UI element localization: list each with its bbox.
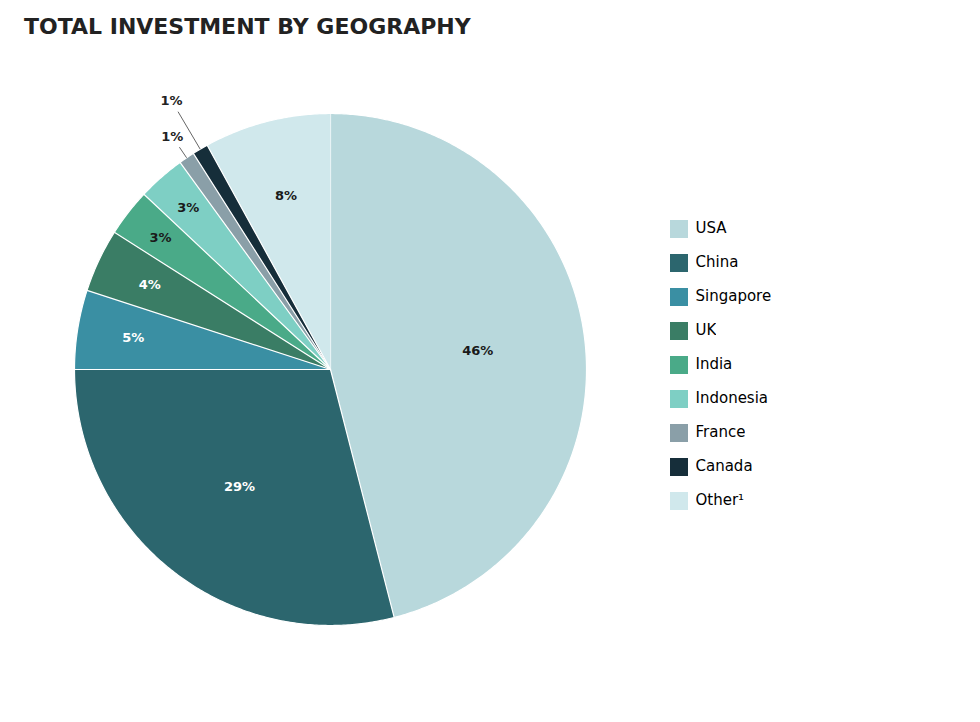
html-text:Singapore: Singapore xyxy=(695,287,772,306)
html-text:Indonesia: Indonesia xyxy=(695,389,768,408)
html-text:Other¹: Other¹ xyxy=(695,491,745,510)
svg-text:8%: 8% xyxy=(275,188,297,203)
html-text:Canada: Canada xyxy=(695,457,753,476)
svg-text:5%: 5% xyxy=(122,330,144,345)
html-text:USA: USA xyxy=(695,219,727,238)
html-text:China: China xyxy=(695,253,739,272)
svg-text:29%: 29% xyxy=(224,479,255,494)
html-text:India: India xyxy=(695,355,733,374)
html-text:France: France xyxy=(695,423,746,442)
svg-text:1%: 1% xyxy=(161,129,183,144)
html-text:TOTAL INVESTMENT BY GEOGRAPHY: TOTAL INVESTMENT BY GEOGRAPHY xyxy=(24,14,471,39)
svg-text:46%: 46% xyxy=(462,343,493,358)
svg-text:3%: 3% xyxy=(150,230,172,245)
html-text:UK: UK xyxy=(695,321,717,340)
svg-text:3%: 3% xyxy=(177,200,199,215)
svg-text:1%: 1% xyxy=(160,93,182,108)
svg-text:4%: 4% xyxy=(139,277,161,292)
